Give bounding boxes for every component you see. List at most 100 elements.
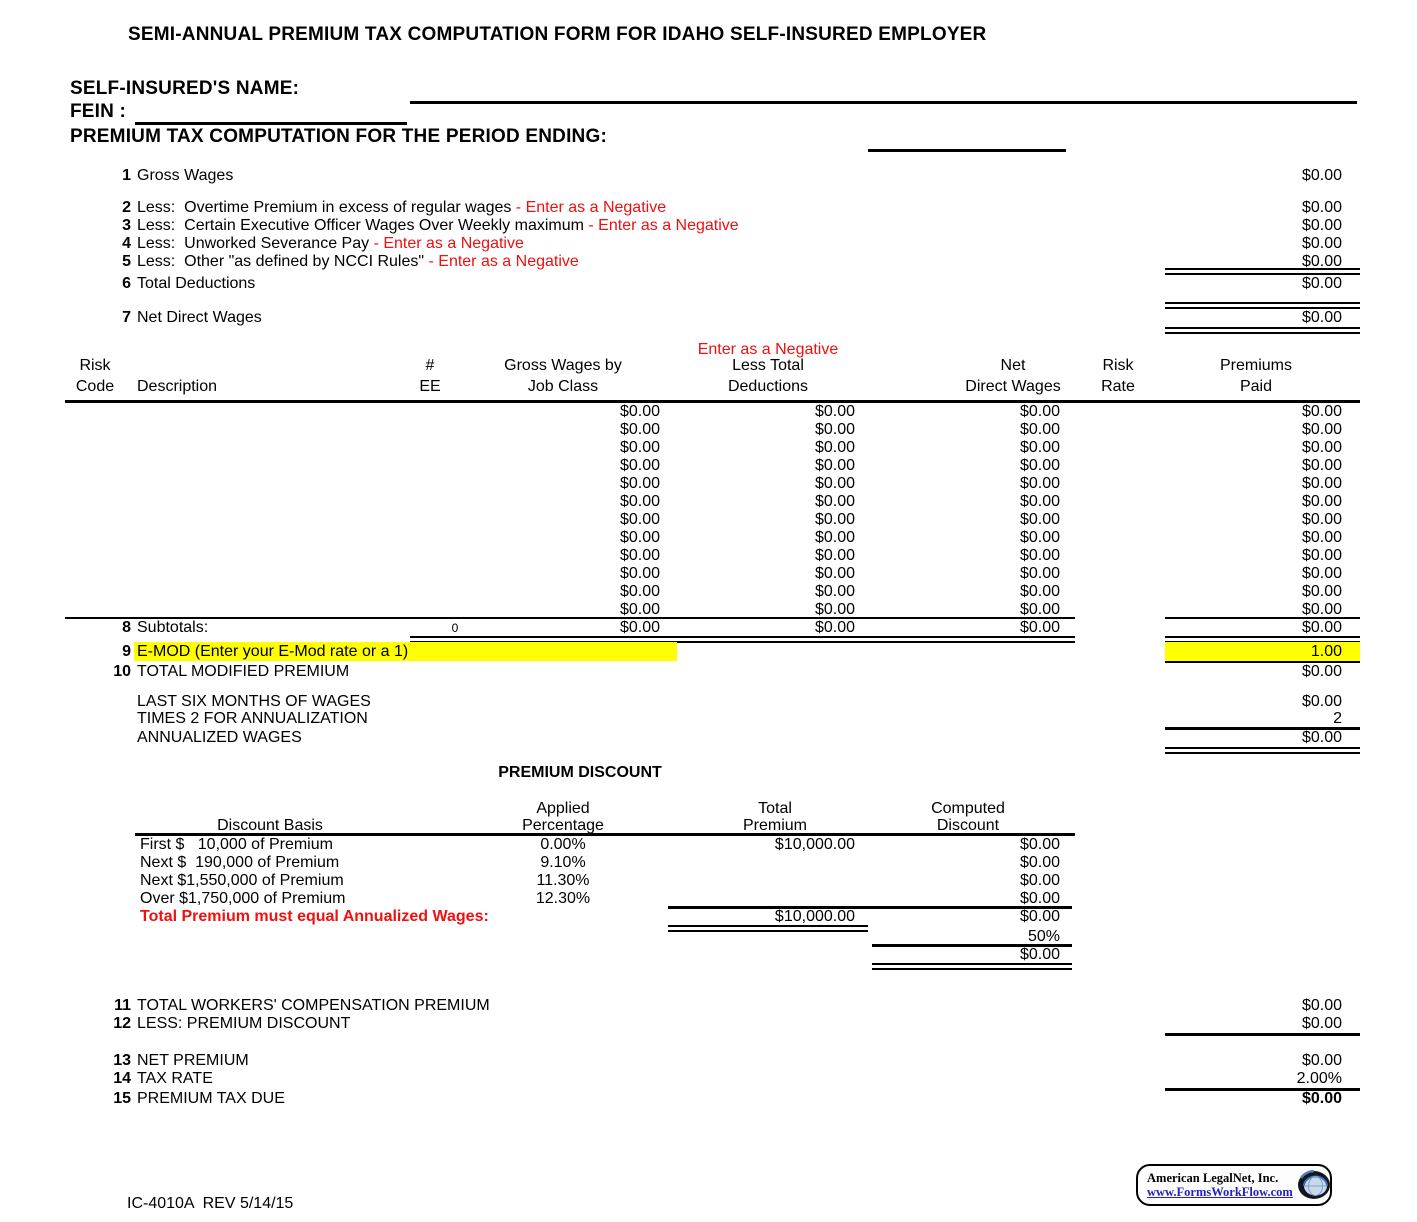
fein-input[interactable]: [135, 122, 407, 125]
cell-premiums[interactable]: $0.00: [1301, 421, 1342, 438]
cell-premiums[interactable]: $0.00: [1301, 547, 1342, 564]
formsworkflow-link[interactable]: www.FormsWorkFlow.com: [1147, 1185, 1293, 1199]
subtotals-net: $0.00: [1019, 619, 1060, 636]
cell-gross[interactable]: $0.00: [619, 493, 660, 510]
line-number: 6: [122, 275, 131, 292]
line-number: 15: [113, 1090, 131, 1107]
cell-premiums[interactable]: $0.00: [1301, 601, 1342, 618]
cell-premiums[interactable]: $0.00: [1301, 565, 1342, 582]
line-label: Less: Certain Executive Officer Wages Ov…: [137, 217, 739, 234]
discount-basis: Next $ 190,000 of Premium: [140, 854, 340, 871]
line-label: Less: Unworked Severance Pay - Enter as …: [137, 235, 524, 252]
period-ending-input[interactable]: [868, 149, 1066, 152]
cell-net[interactable]: $0.00: [1019, 421, 1060, 438]
american-legalnet-logo: American LegalNet, Inc. www.FormsWorkFlo…: [1136, 1164, 1332, 1206]
col-header-ee2: EE: [419, 378, 441, 395]
subtotals-deductions: $0.00: [814, 619, 855, 636]
final-discount-value: $0.00: [1019, 946, 1060, 963]
rule: [1165, 617, 1360, 619]
discount-basis: Next $1,550,000 of Premium: [140, 872, 344, 889]
self-insured-name-input[interactable]: [410, 101, 1357, 104]
line-value: 2.00%: [1296, 1070, 1342, 1087]
cell-premiums[interactable]: $0.00: [1301, 493, 1342, 510]
last-six-months-label: LAST SIX MONTHS OF WAGES: [137, 693, 371, 710]
rule: [410, 636, 1075, 643]
cell-net[interactable]: $0.00: [1019, 457, 1060, 474]
subtotals-ee: 0: [451, 621, 459, 635]
discount-total-premium: $10,000.00: [774, 908, 855, 925]
dh-total: Total: [758, 800, 792, 817]
cell-net[interactable]: $0.00: [1019, 601, 1060, 618]
cell-net[interactable]: $0.00: [1019, 475, 1060, 492]
col-header-rate: Risk: [1102, 357, 1134, 374]
period-ending-label: PREMIUM TAX COMPUTATION FOR THE PERIOD E…: [70, 126, 607, 147]
enter-negative-note: - Enter as a Negative: [424, 253, 579, 270]
line-value: $0.00: [1301, 167, 1342, 184]
cell-net[interactable]: $0.00: [1019, 439, 1060, 456]
cell-gross[interactable]: $0.00: [619, 529, 660, 546]
rule: [65, 400, 1360, 403]
total-modified-label: TOTAL MODIFIED PREMIUM: [137, 663, 350, 680]
line-value: $0.00: [1301, 1052, 1342, 1069]
discount-computed: $0.00: [1019, 836, 1060, 853]
emod-input[interactable]: 1.00: [1165, 642, 1360, 661]
cell-gross[interactable]: $0.00: [619, 403, 660, 420]
line-number: 7: [122, 309, 131, 326]
cell-deductions[interactable]: $0.00: [814, 403, 855, 420]
cell-deductions[interactable]: $0.00: [814, 565, 855, 582]
line-value: $0.00: [1301, 253, 1342, 270]
cell-net[interactable]: $0.00: [1019, 403, 1060, 420]
cell-deductions[interactable]: $0.00: [814, 421, 855, 438]
discount-basis: Over $1,750,000 of Premium: [140, 890, 346, 907]
enter-negative-note: - Enter as a Negative: [583, 217, 739, 234]
rule: [872, 944, 1072, 947]
cell-gross[interactable]: $0.00: [619, 547, 660, 564]
cell-deductions[interactable]: $0.00: [814, 439, 855, 456]
cell-gross[interactable]: $0.00: [619, 475, 660, 492]
cell-premiums[interactable]: $0.00: [1301, 457, 1342, 474]
discount-pct: 12.30%: [535, 890, 591, 907]
annualized-wages-value: $0.00: [1301, 729, 1342, 746]
cell-gross[interactable]: $0.00: [619, 439, 660, 456]
cell-deductions[interactable]: $0.00: [814, 493, 855, 510]
rule: [872, 963, 1072, 970]
cell-premiums[interactable]: $0.00: [1301, 475, 1342, 492]
last-six-months-value: $0.00: [1301, 693, 1342, 710]
cell-net[interactable]: $0.00: [1019, 547, 1060, 564]
cell-deductions[interactable]: $0.00: [814, 601, 855, 618]
cell-deductions[interactable]: $0.00: [814, 547, 855, 564]
cell-net[interactable]: $0.00: [1019, 583, 1060, 600]
cell-deductions[interactable]: $0.00: [814, 511, 855, 528]
cell-premiums[interactable]: $0.00: [1301, 529, 1342, 546]
cell-deductions[interactable]: $0.00: [814, 475, 855, 492]
cell-deductions[interactable]: $0.00: [814, 583, 855, 600]
line-number: 4: [122, 235, 131, 252]
rule: [668, 906, 1072, 909]
line-number: 3: [122, 217, 131, 234]
line-label: NET PREMIUM: [137, 1052, 249, 1069]
line-label: Gross Wages: [137, 167, 234, 184]
cell-gross[interactable]: $0.00: [619, 583, 660, 600]
cell-net[interactable]: $0.00: [1019, 493, 1060, 510]
cell-premiums[interactable]: $0.00: [1301, 511, 1342, 528]
cell-gross[interactable]: $0.00: [619, 601, 660, 618]
cell-gross[interactable]: $0.00: [619, 421, 660, 438]
discount-total-computed: $0.00: [1019, 908, 1060, 925]
line-value: $0.00: [1301, 235, 1342, 252]
enter-negative-note: - Enter as a Negative: [511, 199, 667, 216]
cell-net[interactable]: $0.00: [1019, 529, 1060, 546]
cell-premiums[interactable]: $0.00: [1301, 403, 1342, 420]
cell-premiums[interactable]: $0.00: [1301, 439, 1342, 456]
cell-net[interactable]: $0.00: [1019, 511, 1060, 528]
self-insured-name-label: SELF-INSURED'S NAME:: [70, 78, 300, 99]
col-header-deductions2: Deductions: [727, 378, 809, 395]
cell-net[interactable]: $0.00: [1019, 565, 1060, 582]
enter-negative-note: - Enter as a Negative: [369, 235, 524, 252]
cell-premiums[interactable]: $0.00: [1301, 583, 1342, 600]
cell-deductions[interactable]: $0.00: [814, 529, 855, 546]
cell-gross[interactable]: $0.00: [619, 565, 660, 582]
cell-gross[interactable]: $0.00: [619, 457, 660, 474]
cell-deductions[interactable]: $0.00: [814, 457, 855, 474]
cell-gross[interactable]: $0.00: [619, 511, 660, 528]
rule: [1165, 1033, 1360, 1036]
